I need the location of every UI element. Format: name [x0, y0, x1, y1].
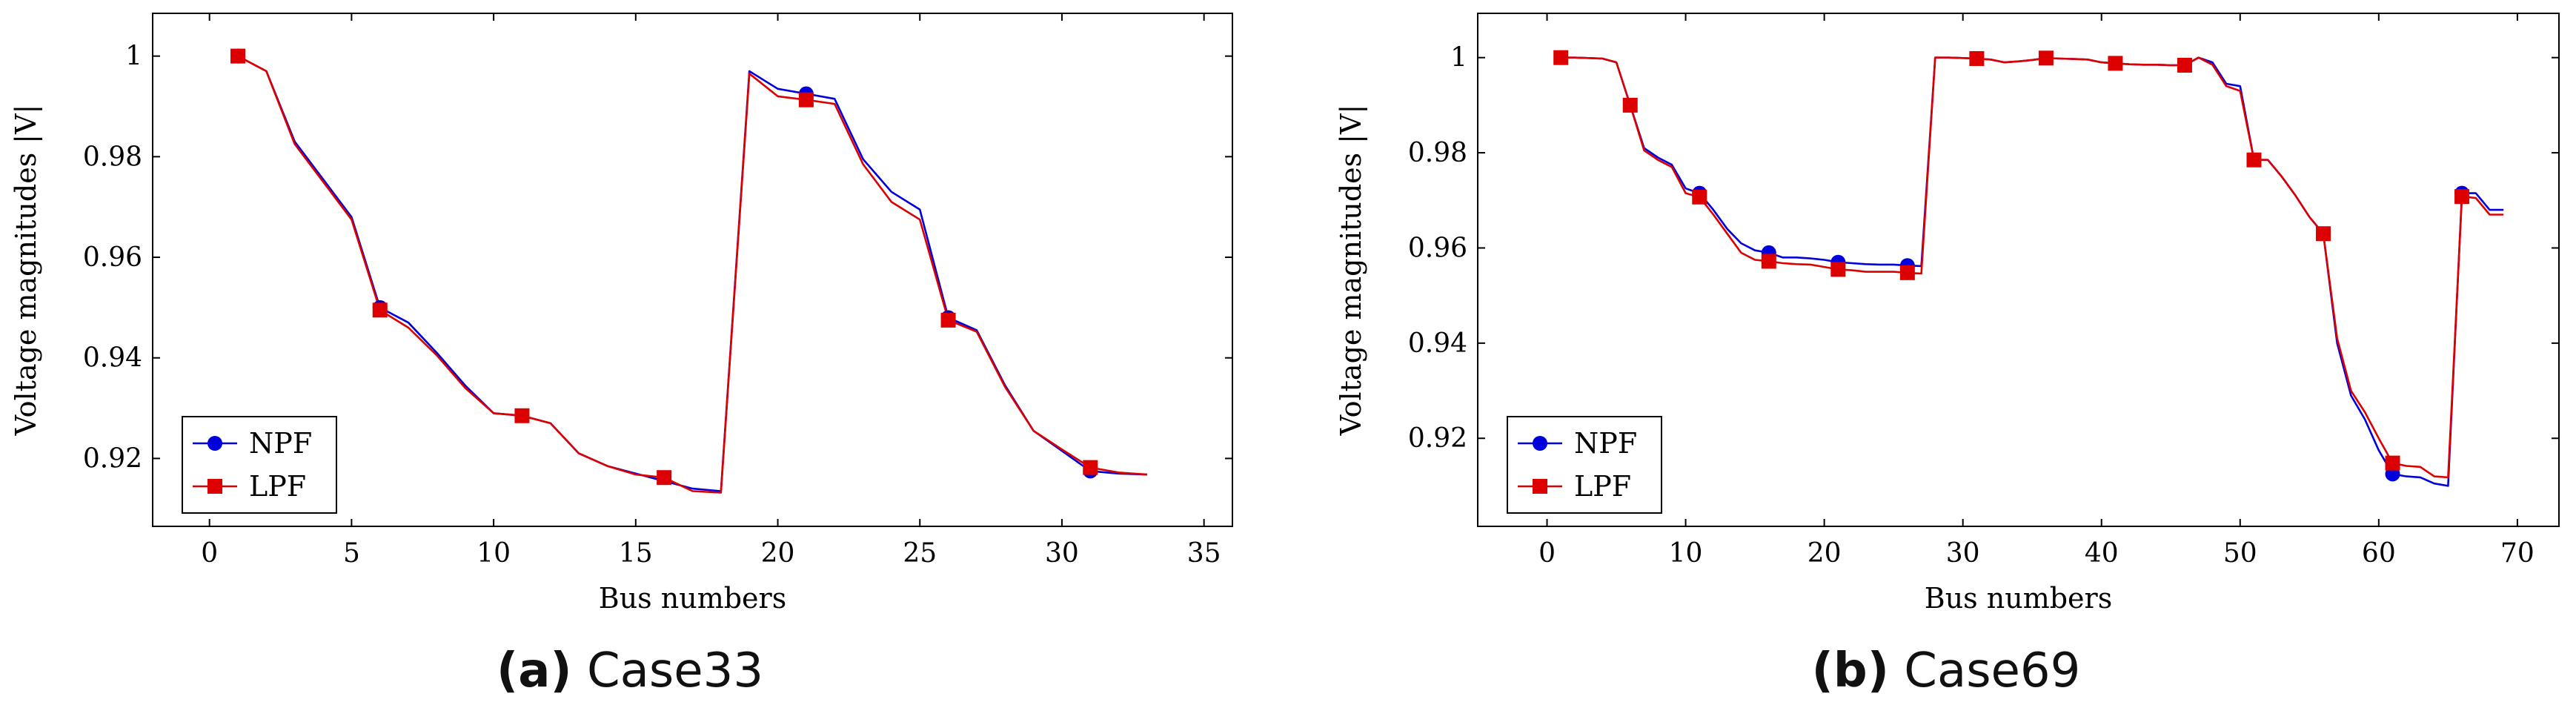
- series-line-npf: [237, 55, 1148, 492]
- legend-label-npf: NPF: [1574, 427, 1637, 460]
- legend-marker-lpf: [1533, 479, 1547, 494]
- marker-lpf: [1761, 254, 1776, 269]
- marker-lpf: [1692, 189, 1707, 205]
- x-tick-label: 70: [2500, 538, 2534, 569]
- legend-box: [1507, 416, 1662, 514]
- legend-marker-npf: [1533, 436, 1547, 451]
- marker-lpf: [1830, 262, 1846, 277]
- caption-label-a: (a): [496, 643, 572, 698]
- y-tick-label: 0.92: [83, 443, 142, 474]
- series-line-lpf: [1561, 56, 2504, 479]
- marker-lpf: [798, 92, 814, 107]
- y-tick-label: 0.96: [83, 242, 142, 273]
- x-tick-label: 20: [1807, 538, 1842, 569]
- caption-case69: (b) Case69: [1316, 643, 2576, 698]
- legend-marker-lpf: [208, 479, 222, 494]
- legend-box: [182, 416, 337, 514]
- y-tick-label: 0.98: [83, 142, 142, 172]
- marker-lpf: [230, 48, 246, 64]
- chart-case33: 0 5 10 15 20 25 30 35 0.92 0.94 0.96 0.98 1 Bus numbe…: [10, 13, 1233, 615]
- legend-marker-npf: [208, 436, 222, 451]
- caption-text-a: Case33: [586, 643, 764, 698]
- series-line-lpf: [237, 55, 1148, 494]
- x-axis-label: Bus numbers: [1925, 582, 2112, 615]
- marker-lpf: [1553, 50, 1569, 65]
- marker-lpf: [372, 302, 388, 318]
- marker-lpf: [1622, 97, 1638, 113]
- marker-lpf: [2177, 57, 2192, 73]
- y-tick-label: 1: [1450, 43, 1467, 73]
- plot-frame: [152, 13, 1233, 527]
- caption-case33: (a) Case33: [0, 643, 1260, 698]
- x-tick-label: 10: [477, 538, 511, 569]
- x-tick-label: 30: [1946, 538, 1980, 569]
- y-tick-label: 0.94: [83, 343, 142, 374]
- y-tick-label: 0.92: [1408, 423, 1467, 454]
- series-line-npf: [1561, 56, 2504, 487]
- marker-lpf: [2316, 226, 2331, 242]
- caption-label-b: (b): [1811, 643, 1889, 698]
- y-tick-label: 1: [125, 42, 142, 72]
- x-tick-label: 30: [1045, 538, 1079, 569]
- y-tick-label: 0.98: [1408, 138, 1467, 168]
- x-tick-label: 5: [343, 538, 360, 569]
- y-axis-label: Voltage magnitudes |V|: [10, 105, 42, 437]
- y-tick-label: 0.96: [1408, 233, 1467, 263]
- marker-lpf: [2108, 56, 2123, 71]
- marker-lpf: [514, 408, 530, 423]
- y-axis-label: Voltage magnitudes |V|: [1335, 105, 1367, 437]
- x-tick-label: 60: [2362, 538, 2396, 569]
- x-tick-label: 0: [201, 538, 218, 569]
- x-tick-label: 35: [1187, 538, 1221, 569]
- x-tick-label: 0: [1538, 538, 1556, 569]
- x-tick-label: 15: [619, 538, 653, 569]
- x-tick-label: 10: [1669, 538, 1703, 569]
- x-tick-label: 50: [2223, 538, 2257, 569]
- y-tick-label: 0.94: [1408, 328, 1467, 359]
- x-tick-label: 25: [903, 538, 937, 569]
- marker-lpf: [2038, 50, 2054, 66]
- marker-lpf: [940, 312, 956, 328]
- marker-lpf: [2454, 189, 2470, 205]
- plot-frame: [1477, 13, 2560, 527]
- x-tick-label: 40: [2085, 538, 2119, 569]
- legend-label-lpf: LPF: [1574, 470, 1631, 503]
- marker-lpf: [2246, 152, 2262, 168]
- marker-lpf: [1899, 265, 1915, 280]
- legend-label-lpf: LPF: [249, 470, 306, 503]
- x-tick-label: 20: [761, 538, 795, 569]
- marker-lpf: [657, 470, 672, 486]
- x-axis-label: Bus numbers: [599, 582, 786, 615]
- marker-lpf: [2385, 455, 2400, 471]
- caption-text-b: Case69: [1904, 643, 2081, 698]
- marker-lpf: [1969, 50, 1985, 66]
- marker-lpf: [1083, 460, 1098, 475]
- legend-label-npf: NPF: [249, 427, 312, 460]
- chart-case69: 0 10 20 30 40 50 60 70 0.92 0.94 0.96 0.98 1 Bus numb…: [1335, 13, 2560, 615]
